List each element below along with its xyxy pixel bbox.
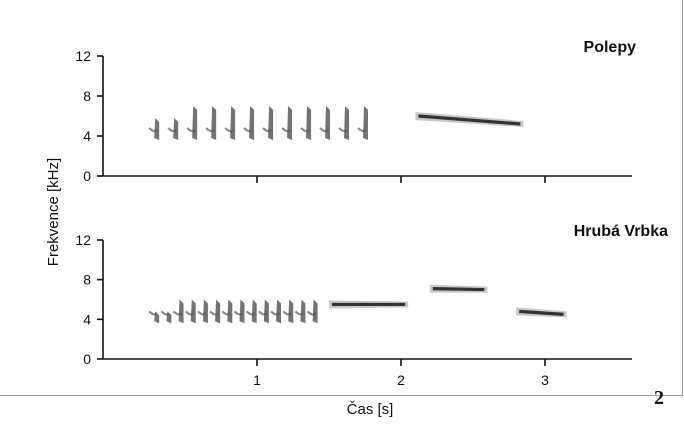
syllable-stroke [306, 106, 312, 140]
syllable-stroke [178, 299, 184, 324]
panel-title: Polepy [584, 39, 637, 56]
trill-syllable [186, 106, 198, 140]
trill-syllable [209, 299, 221, 324]
syllable-tail [205, 127, 215, 133]
syllable-tail [258, 310, 268, 316]
syllable-stroke [211, 106, 217, 140]
y-tick-label: 8 [83, 88, 91, 104]
trill-syllable [205, 106, 217, 140]
trill-syllable [233, 299, 245, 324]
syllable-stroke [154, 118, 160, 140]
trill-syllable [172, 299, 184, 324]
panel-polepy: 0 4 8 12 Polepy [75, 39, 636, 184]
tone-band [432, 286, 485, 292]
trill-syllable [338, 106, 350, 140]
trill-syllable [221, 299, 233, 324]
syllable-tail [300, 127, 310, 133]
syllable-tail [233, 310, 244, 316]
syllable-tail [319, 127, 329, 133]
x-tick-label: 1 [253, 372, 261, 388]
syllable-stroke [190, 299, 196, 324]
syllable-stroke [363, 106, 368, 140]
trill-syllable [148, 310, 160, 324]
x-axis-label: Čas [s] [347, 401, 394, 418]
trill-syllable [148, 118, 160, 140]
syllable-stroke [215, 299, 221, 324]
trill-syllable [167, 118, 179, 140]
syllable-stroke [325, 106, 331, 140]
syllable-stroke [287, 106, 293, 140]
syllable-stroke [249, 106, 255, 140]
x-tick-label: 2 [397, 372, 405, 388]
trill-syllable [357, 106, 368, 140]
syllable-tail [160, 310, 171, 316]
syllable-stroke [276, 299, 282, 324]
syllable-tail [270, 310, 280, 316]
syllable-tail [148, 127, 158, 133]
syllable-tail [338, 127, 348, 133]
y-tick-label: 12 [75, 48, 91, 64]
syllable-tail [197, 310, 207, 316]
trill-syllable [262, 106, 274, 140]
tone-band [418, 114, 521, 126]
trill-syllable [300, 106, 312, 140]
syllable-tail [357, 127, 367, 133]
syllable-tail [243, 127, 253, 133]
syllable-stroke [263, 299, 269, 324]
syllable-tail [167, 127, 177, 133]
trill-syllable [319, 106, 331, 140]
syllable-tail [282, 310, 293, 316]
trill-syllable [306, 299, 318, 324]
y-tick-label: 4 [83, 128, 91, 144]
syllable-tail [224, 127, 234, 133]
syllable-tail [186, 127, 196, 133]
syllable-tail [172, 310, 183, 316]
syllable-stroke [268, 106, 274, 140]
syllable-tail [209, 310, 219, 316]
trill-syllable [245, 299, 257, 324]
trill-syllable [184, 299, 196, 324]
trill-syllable [294, 299, 306, 324]
y-axis-label: Frekvence [kHz] [45, 158, 62, 266]
syllable-stroke [227, 299, 233, 324]
trill-syllable [282, 299, 294, 324]
figure-frame [0, 0, 683, 396]
y-tick-label: 0 [83, 168, 91, 184]
syllable-stroke [173, 118, 179, 140]
trill-syllable [281, 106, 293, 140]
y-tick-label: 4 [83, 311, 91, 327]
syllable-tail [262, 127, 272, 133]
syllable-tail [281, 127, 291, 133]
trill-syllable [160, 310, 172, 324]
y-tick-label: 8 [83, 272, 91, 288]
syllable-stroke [344, 106, 350, 140]
syllable-tail [245, 310, 256, 316]
y-tick-label: 0 [83, 351, 91, 367]
syllable-stroke [192, 106, 198, 140]
syllable-stroke [251, 299, 257, 324]
trill-syllable [270, 299, 282, 324]
syllable-stroke [288, 299, 294, 324]
tone-band [519, 309, 564, 316]
figure-number: 2 [654, 387, 664, 409]
panel-title: Hrubá Vrbka [574, 223, 668, 240]
x-tick-label: 3 [541, 372, 549, 388]
syllable-tail [306, 310, 317, 316]
syllable-stroke [300, 299, 306, 324]
syllable-stroke [202, 299, 208, 324]
syllable-tail [221, 310, 232, 316]
trill-syllable [258, 299, 269, 324]
trill-syllable [224, 106, 236, 140]
trill-syllable [197, 299, 208, 324]
syllable-stroke [239, 299, 245, 324]
y-tick-label: 12 [75, 232, 91, 248]
trill-syllable [243, 106, 255, 140]
syllable-tail [184, 310, 195, 316]
syllable-stroke [230, 106, 236, 140]
syllable-stroke [312, 299, 318, 324]
syllable-tail [148, 310, 158, 316]
syllable-tail [294, 310, 305, 316]
